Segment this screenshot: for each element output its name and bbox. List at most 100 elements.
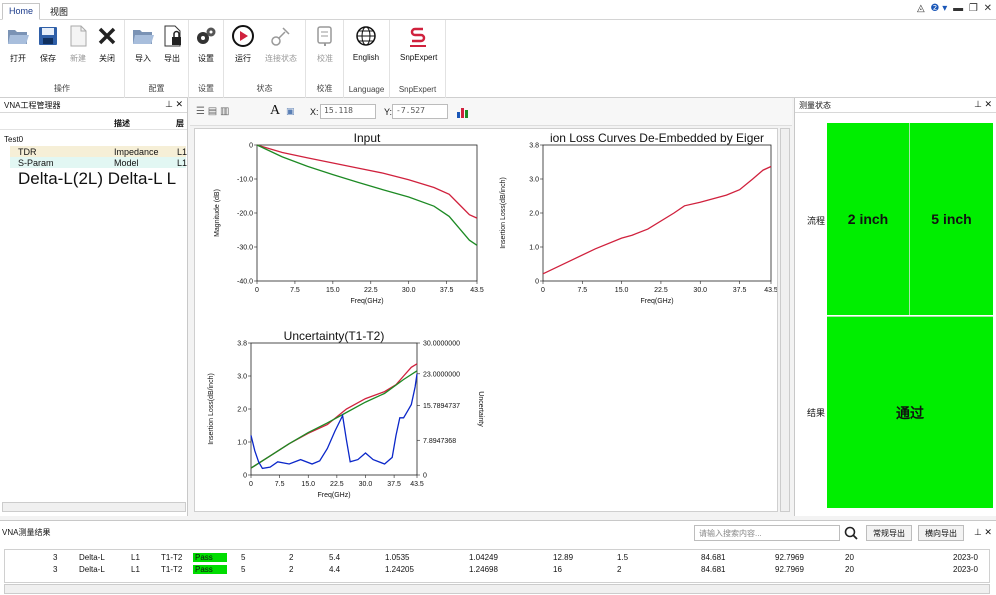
y-tick-label: 0 (243, 473, 247, 480)
english-button[interactable]: English (352, 24, 380, 62)
import-button[interactable]: 导入 (129, 24, 157, 64)
group-settings: 设置 设置 (189, 20, 224, 98)
ribbon: 打开 保存 新建 关闭 操作 导入 导出 配置 设置 (0, 20, 996, 98)
group-config: 导入 导出 配置 (125, 20, 189, 98)
collapse-ribbon-icon[interactable]: ◬ (917, 3, 925, 14)
table-cell: T1-T2 (161, 553, 183, 562)
table-cell: 92.7969 (775, 553, 804, 562)
table-cell: 1.24205 (385, 565, 414, 574)
chart-toolbar: ☰ ▤ ▥ A ▣ X: 15.118 Y: -7.527 (190, 98, 792, 126)
settings-button[interactable]: 设置 (192, 24, 220, 64)
status-result: 通过 (827, 316, 993, 508)
y-coordinate-input[interactable]: -7.527 (392, 104, 448, 119)
pin-close-icon[interactable]: ⊥ ✕ (165, 99, 183, 109)
horizontal-scrollbar[interactable] (4, 584, 990, 594)
connection-status-button[interactable]: 连接状态 (264, 24, 298, 64)
image-icon[interactable]: ▣ (286, 106, 295, 116)
export-lock-icon (164, 25, 181, 47)
table-row[interactable]: 3 Delta-L L1 T1-T2 Pass 5 2 5.4 1.0535 1.04249 12.… (13, 553, 978, 565)
window-controls: ◬ ❷ ▾ ▬ ❐ ✕ (914, 3, 992, 14)
x-tick-label: 37.5 (440, 287, 454, 294)
x-tick-label: 15.0 (326, 287, 340, 294)
x-tick-label: 15.0 (615, 287, 629, 294)
x-axis-label: Freq(GHz) (317, 492, 350, 499)
new-button[interactable]: 新建 (64, 24, 92, 64)
x-tick-label: 43.5 (410, 481, 424, 488)
snpexpert-button[interactable]: SnpExpert (400, 24, 437, 62)
x-tick-label: 30.0 (693, 287, 707, 294)
close-button[interactable]: ✕ (983, 3, 992, 14)
x-tick-label: 0 (255, 287, 259, 294)
search-input[interactable]: 请输入搜索内容... (694, 525, 840, 541)
table-cell: L1 (131, 565, 140, 574)
row-label-flow: 流程 (807, 216, 826, 226)
y-tick-label: 3.8 (529, 143, 539, 150)
pass-cell: Pass (193, 565, 227, 574)
y-tick-label: 0 (249, 143, 253, 150)
layout-icons[interactable]: ☰ ▤ ▥ (196, 106, 230, 117)
y-tick-label: 0 (535, 279, 539, 286)
y-axis-label: Insertion Loss(dB/inch) (208, 373, 215, 445)
tab-view[interactable]: 视图 (50, 7, 69, 17)
open-button[interactable]: 打开 (4, 24, 32, 64)
y2-tick-label: 23.0000000 (423, 371, 460, 378)
font-icon[interactable]: A (270, 103, 281, 118)
y-tick-label: 3.8 (237, 341, 247, 348)
chart-title: ion Loss Curves De-Embedded by Eiger (550, 131, 764, 145)
close-project-button[interactable]: 关闭 (93, 24, 121, 64)
column-layer[interactable]: 层 (176, 119, 184, 128)
x-tick-label: 7.5 (577, 287, 587, 294)
group-label: 操作 (54, 84, 70, 93)
horizontal-export-button[interactable]: 横向导出 (918, 525, 964, 541)
x-coordinate-input[interactable]: 15.118 (320, 104, 376, 119)
vertical-scrollbar[interactable] (780, 128, 790, 512)
panel-title: 测量状态 (799, 101, 831, 110)
series-line-blue (250, 373, 418, 470)
table-cell: 4.4 (329, 565, 341, 574)
status-cell-5inch: 5 inch (909, 123, 993, 315)
calibration-icon (317, 26, 332, 46)
export-button[interactable]: 导出 (158, 24, 186, 64)
normal-export-button[interactable]: 常规导出 (866, 525, 912, 541)
column-desc[interactable]: 描述 (114, 119, 130, 128)
search-icon[interactable] (844, 526, 858, 540)
table-cell: 2023-0 (953, 565, 978, 574)
calibration-button[interactable]: 校准 (311, 24, 339, 64)
horizontal-scrollbar[interactable] (2, 502, 186, 512)
minimize-button[interactable]: ▬ (953, 3, 964, 14)
y2-tick-label: 7.8947368 (423, 438, 456, 445)
table-cell: 20 (845, 565, 854, 574)
column-header: 描述 层 (0, 114, 187, 130)
run-button[interactable]: 运行 (229, 24, 257, 64)
tree-item-sparam[interactable]: S-Param Model L1 (10, 157, 187, 168)
new-file-icon (70, 25, 87, 47)
tab-home[interactable]: Home (2, 3, 41, 20)
group-status: 运行 连接状态 状态 (224, 20, 306, 98)
results-table: 3 Delta-L L1 T1-T2 Pass 5 2 5.4 1.0535 1.04249 12.… (4, 549, 990, 583)
y2-tick-label: 30.0000000 (423, 341, 460, 348)
group-label: 校准 (316, 84, 333, 93)
x-tick-label: 30.0 (402, 287, 416, 294)
table-row[interactable]: 3 Delta-L L1 T1-T2 Pass 5 2 4.4 1.24205 1.24698 16… (13, 565, 978, 577)
y-tick-label: 1.0 (529, 245, 539, 252)
series-line-red (256, 144, 478, 219)
tree-item-tdr[interactable]: TDR Impedance L1 (10, 146, 187, 157)
panel-title: VNA工程管理器 (4, 101, 61, 110)
close-icon (98, 27, 116, 45)
project-manager-panel: VNA工程管理器 ⊥ ✕ 描述 层 Test0 TDR Impedance L1… (0, 98, 188, 516)
table-cell: L1 (131, 553, 140, 562)
plug-icon (271, 27, 290, 46)
y-tick-label: 3.0 (237, 374, 247, 381)
pin-close-icon[interactable]: ⊥ ✕ (974, 527, 992, 537)
tree-item-delta-l[interactable]: Delta-L(2L) Delta-L L (18, 169, 177, 188)
x-tick-label: 22.5 (364, 287, 378, 294)
group-snpexpert: SnpExpert SnpExpert (390, 20, 446, 98)
chart-canvas: Input 0 7.5 15.0 22.5 30.0 37.5 43.5 0 -10.0 -20.0… (194, 128, 778, 512)
tree-root[interactable]: Test0 (4, 135, 24, 144)
help-icon[interactable]: ❷ ▾ (930, 3, 948, 14)
pin-close-icon[interactable]: ⊥ ✕ (974, 99, 992, 109)
bar-chart-icon[interactable] (456, 106, 470, 118)
save-button[interactable]: 保存 (34, 24, 62, 64)
plot-frame (542, 144, 772, 282)
restore-button[interactable]: ❐ (968, 3, 978, 14)
